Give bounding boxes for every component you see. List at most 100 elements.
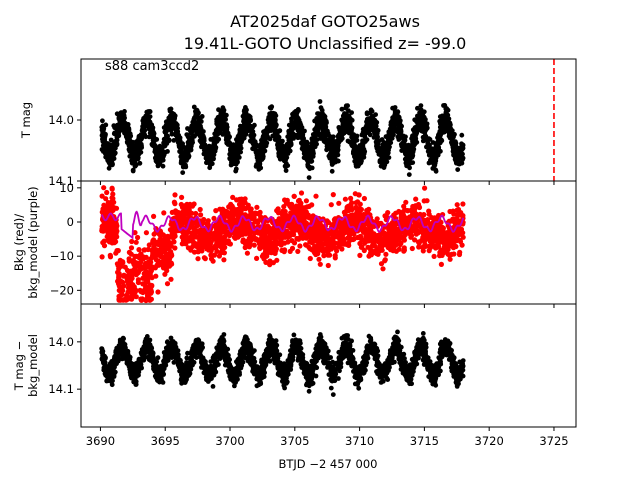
tmag-point: [180, 170, 186, 176]
bkg-point: [417, 211, 423, 217]
tmag-point: [397, 126, 402, 131]
bkg-point: [113, 250, 119, 256]
bkg-point: [281, 204, 287, 210]
bkg-point: [179, 209, 186, 215]
tmag-point: [248, 128, 254, 134]
bkg-point: [416, 244, 422, 250]
bkg-point: [128, 251, 134, 257]
bkg-point: [422, 185, 428, 191]
tmag-point: [316, 132, 321, 138]
tmag-point: [347, 126, 353, 132]
tmag-point: [378, 163, 384, 169]
tmag-point: [212, 138, 218, 144]
bkg-point: [383, 251, 389, 257]
tmag-point: [453, 147, 459, 153]
bkg-point: [364, 207, 370, 214]
tmag-point: [433, 145, 438, 151]
tmag-point: [154, 159, 160, 165]
bkg-point: [287, 248, 293, 254]
bkg-point: [303, 209, 309, 215]
bkg-point: [132, 230, 138, 236]
tmag-point: [392, 112, 398, 118]
tmag-point: [164, 134, 169, 140]
tmag-point: [244, 107, 249, 113]
bkg-point: [367, 250, 373, 257]
bkg-point: [232, 235, 238, 241]
tmag-point: [224, 127, 230, 132]
bkg-point: [456, 251, 463, 258]
tmag-point: [168, 106, 174, 112]
tmag-point: [193, 112, 199, 117]
tmag-point: [395, 118, 400, 124]
bkg-point: [156, 249, 162, 255]
bkg-point: [332, 216, 338, 222]
tmag-point: [374, 120, 380, 125]
tmag-point: [406, 172, 412, 178]
bkg-point: [403, 215, 409, 221]
tmag-panel: 14.014.1T mag: [19, 58, 577, 188]
bkg-point: [426, 211, 432, 217]
bkg-point: [99, 224, 105, 230]
bkg-point: [211, 215, 217, 221]
bkg-point: [168, 276, 174, 282]
tmag-point: [459, 132, 465, 138]
tmag-point: [388, 133, 394, 139]
tmag-point: [199, 144, 204, 150]
bkg-point: [210, 258, 216, 264]
bkg-point: [275, 210, 282, 216]
tmag-point: [204, 160, 209, 166]
tmag-point: [184, 132, 190, 138]
tmag-point: [268, 128, 274, 134]
tmag-series: [99, 99, 466, 181]
bkg-point: [109, 220, 115, 226]
bkg-point: [114, 223, 120, 229]
tmag-point: [201, 135, 207, 141]
tmag-point: [332, 148, 337, 154]
bkg-point: [194, 229, 200, 235]
bkg-point: [328, 202, 334, 208]
tmag-point: [173, 131, 179, 136]
tmag-point: [99, 124, 105, 130]
bkg-point: [353, 200, 359, 206]
tmag-point: [206, 143, 212, 149]
tmag-point: [382, 152, 388, 158]
tmag-point: [287, 133, 293, 139]
tmag-point: [190, 127, 195, 133]
bkg-point: [191, 234, 198, 240]
bkg-point: [164, 260, 170, 266]
tmag-point: [161, 125, 167, 130]
tmag-point: [322, 136, 328, 142]
tmag-plot-area: [99, 99, 466, 181]
bkg-point: [120, 288, 126, 294]
tmag-point: [444, 106, 449, 111]
tmag-ytick-label: 14.0: [48, 113, 74, 127]
bkg-point: [167, 253, 173, 259]
bkg-point: [246, 238, 252, 244]
bkg-point: [408, 233, 415, 239]
tmag-point: [216, 118, 222, 124]
bkg-point: [380, 266, 386, 272]
bkg-point: [298, 190, 305, 196]
bkg-point: [107, 254, 114, 260]
bkg-point: [155, 289, 161, 295]
tmag-point: [336, 132, 342, 138]
bkg-point: [172, 223, 178, 229]
tmag-point: [357, 143, 363, 148]
bkg-point: [353, 211, 359, 217]
tmag-point: [310, 142, 316, 148]
tmag-point: [276, 152, 282, 158]
tmag-point: [433, 158, 439, 164]
tmag-point: [345, 103, 350, 109]
tmag-point: [235, 134, 241, 140]
tmag-point: [304, 151, 309, 157]
tmag-point: [319, 121, 325, 126]
tmag-point: [162, 138, 168, 144]
bkg-point: [273, 246, 279, 252]
bkg-point: [238, 200, 244, 206]
tmag-point: [137, 160, 143, 166]
bkg-point: [140, 275, 146, 281]
tmag-point: [309, 146, 315, 152]
bkg-point: [274, 257, 280, 263]
bkg-point: [291, 240, 298, 246]
bkg-point: [313, 193, 319, 199]
